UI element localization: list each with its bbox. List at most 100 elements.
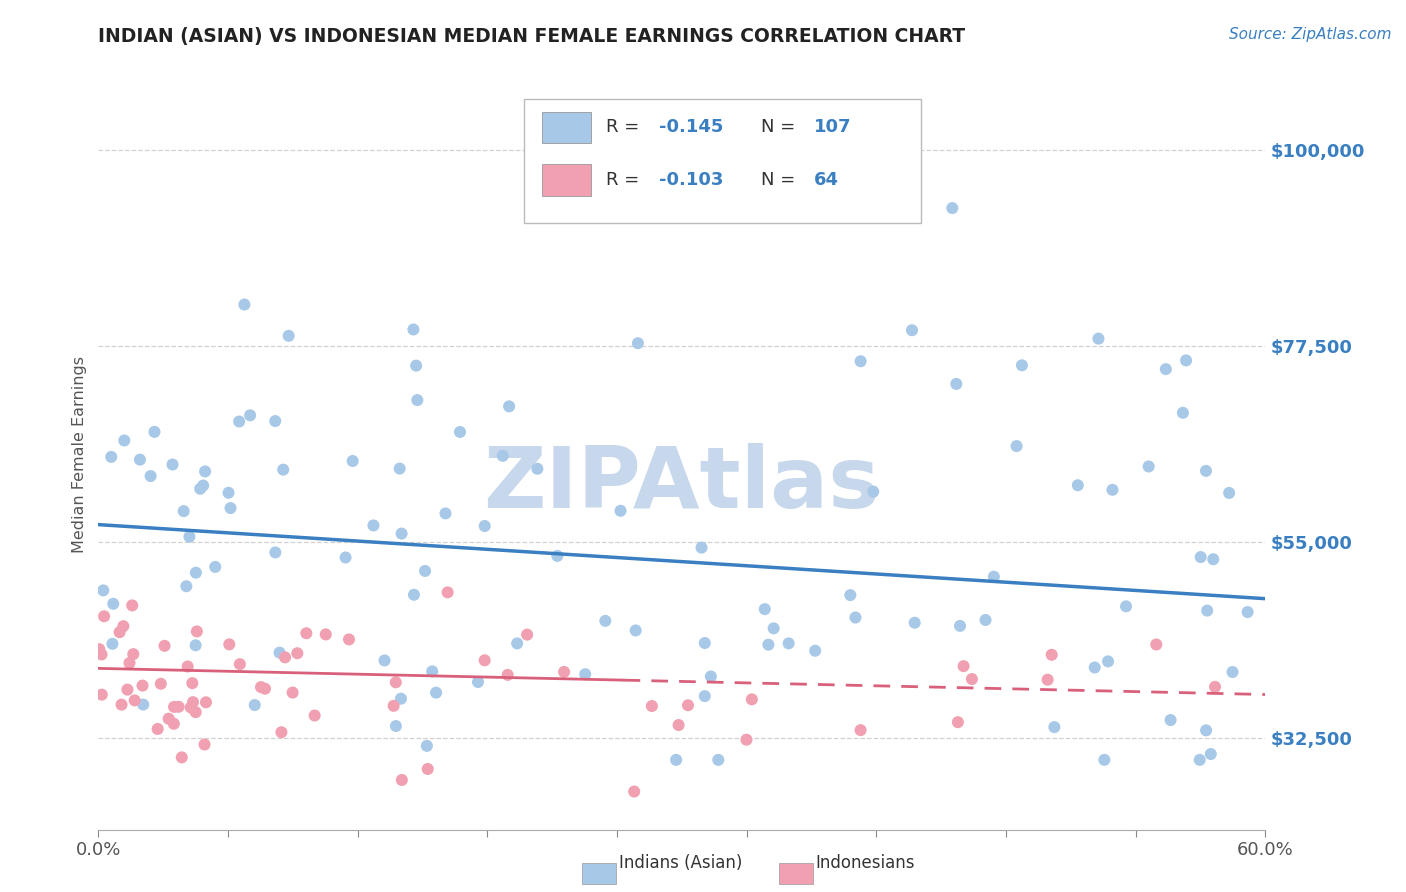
Point bbox=[960, 672, 983, 686]
Point bbox=[179, 530, 201, 544]
Point bbox=[1160, 713, 1182, 727]
Point bbox=[496, 668, 519, 682]
Point bbox=[1097, 654, 1119, 668]
Point bbox=[758, 638, 780, 652]
Point bbox=[492, 449, 515, 463]
Text: INDIAN (ASIAN) VS INDONESIAN MEDIAN FEMALE EARNINGS CORRELATION CHART: INDIAN (ASIAN) VS INDONESIAN MEDIAN FEMA… bbox=[98, 27, 966, 45]
Point bbox=[335, 550, 357, 565]
Text: Indonesians: Indonesians bbox=[815, 855, 915, 872]
Point bbox=[693, 636, 716, 650]
Point bbox=[416, 762, 439, 776]
Point bbox=[250, 680, 273, 694]
Point bbox=[163, 699, 186, 714]
Point bbox=[413, 564, 436, 578]
Point bbox=[389, 691, 412, 706]
Point bbox=[90, 648, 112, 662]
Point bbox=[1175, 353, 1198, 368]
Point bbox=[1067, 478, 1090, 492]
Point bbox=[1137, 459, 1160, 474]
Point bbox=[219, 501, 242, 516]
Point bbox=[849, 723, 872, 738]
Point bbox=[277, 328, 299, 343]
Point bbox=[181, 676, 204, 690]
Point bbox=[233, 297, 256, 311]
Point bbox=[405, 359, 427, 373]
Point bbox=[186, 624, 208, 639]
Point bbox=[983, 570, 1005, 584]
Point bbox=[434, 507, 457, 521]
Point bbox=[1202, 552, 1225, 566]
Point bbox=[1043, 720, 1066, 734]
Point bbox=[176, 579, 198, 593]
Point bbox=[700, 669, 723, 683]
Point bbox=[295, 626, 318, 640]
FancyBboxPatch shape bbox=[541, 112, 591, 144]
Point bbox=[229, 657, 252, 672]
Point bbox=[391, 772, 413, 787]
Point bbox=[132, 698, 155, 712]
Point bbox=[436, 585, 458, 599]
Point bbox=[762, 621, 785, 635]
Point bbox=[264, 414, 287, 428]
Point bbox=[849, 354, 872, 368]
Point bbox=[416, 739, 439, 753]
Point bbox=[1005, 439, 1028, 453]
Text: R =: R = bbox=[606, 171, 645, 189]
Point bbox=[108, 625, 131, 640]
Point bbox=[974, 613, 997, 627]
Point bbox=[1189, 549, 1212, 564]
Text: N =: N = bbox=[761, 119, 801, 136]
Point bbox=[1154, 362, 1177, 376]
Text: ZIPAtlas: ZIPAtlas bbox=[484, 443, 880, 526]
Point bbox=[271, 463, 294, 477]
Point bbox=[1236, 605, 1258, 619]
Point bbox=[391, 526, 413, 541]
Point bbox=[641, 699, 664, 714]
Point bbox=[474, 653, 496, 667]
Point bbox=[176, 659, 198, 673]
Point bbox=[862, 484, 884, 499]
Point bbox=[804, 644, 827, 658]
Point bbox=[574, 667, 596, 681]
Point bbox=[627, 336, 650, 351]
Point bbox=[264, 545, 287, 559]
Point bbox=[668, 718, 690, 732]
Point bbox=[385, 719, 408, 733]
Point bbox=[1144, 638, 1167, 652]
Point bbox=[89, 642, 111, 657]
Point bbox=[676, 698, 699, 713]
Point bbox=[1197, 604, 1219, 618]
Point bbox=[157, 712, 180, 726]
Point bbox=[337, 632, 360, 647]
Point bbox=[184, 638, 207, 652]
Point bbox=[129, 452, 152, 467]
Point bbox=[945, 376, 967, 391]
Point bbox=[146, 722, 169, 736]
Point bbox=[1195, 723, 1218, 738]
Point bbox=[285, 646, 308, 660]
Point bbox=[218, 485, 240, 500]
Point bbox=[498, 400, 520, 414]
Point bbox=[170, 750, 193, 764]
Point bbox=[122, 647, 145, 661]
Point bbox=[93, 609, 115, 624]
Point bbox=[342, 454, 364, 468]
Point bbox=[143, 425, 166, 439]
Point bbox=[180, 700, 202, 714]
Point bbox=[153, 639, 176, 653]
Point bbox=[665, 753, 688, 767]
Point bbox=[373, 653, 395, 667]
Point bbox=[1101, 483, 1123, 497]
Point bbox=[952, 659, 974, 673]
Point bbox=[131, 679, 153, 693]
Point bbox=[1036, 673, 1059, 687]
Point bbox=[363, 518, 385, 533]
Point bbox=[1040, 648, 1063, 662]
Point bbox=[506, 636, 529, 650]
Point bbox=[112, 434, 135, 448]
Y-axis label: Median Female Earnings: Median Female Earnings bbox=[72, 357, 87, 553]
Point bbox=[1087, 332, 1109, 346]
Point bbox=[239, 409, 262, 423]
Point bbox=[690, 541, 713, 555]
Point bbox=[162, 458, 184, 472]
